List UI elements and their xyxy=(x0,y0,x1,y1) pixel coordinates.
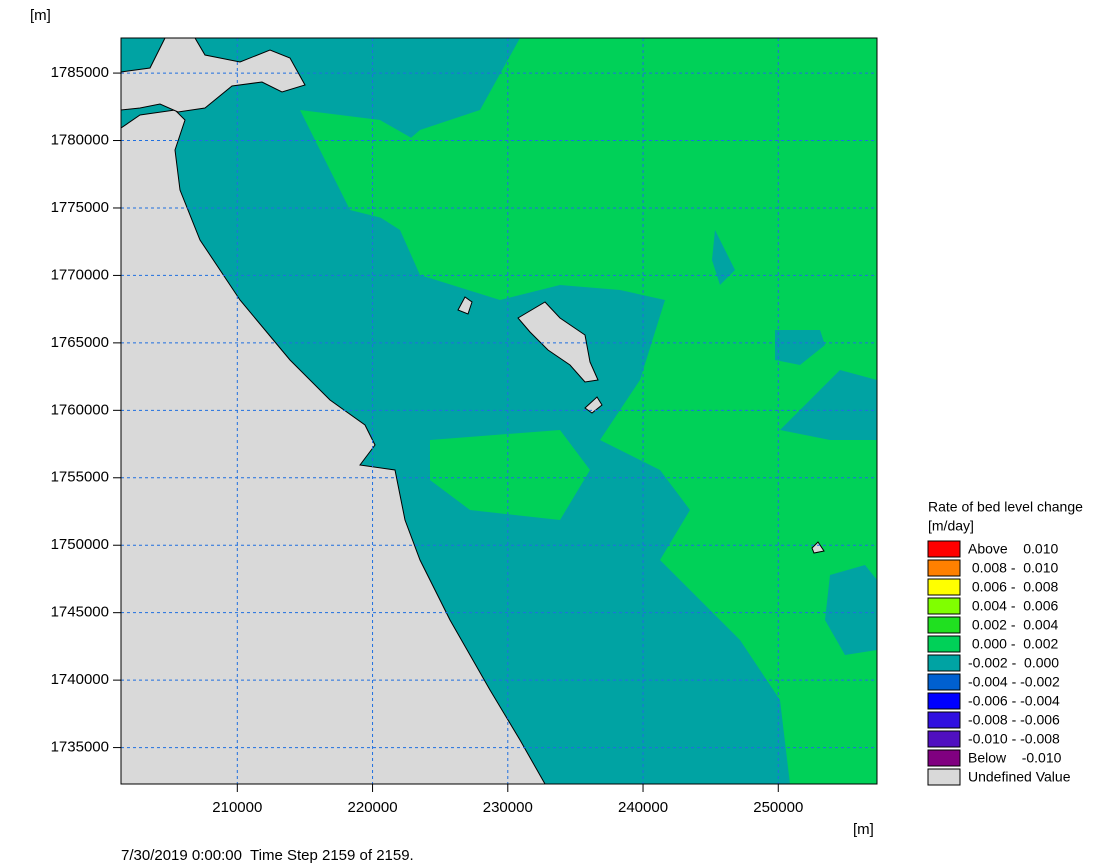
map-zone xyxy=(775,330,825,365)
map-zone xyxy=(825,565,877,655)
x-tick-label: 210000 xyxy=(212,799,262,816)
y-tick-label: 1785000 xyxy=(51,64,109,81)
legend-label: -0.008 - -0.006 xyxy=(968,712,1060,728)
legend-label: -0.002 - 0.000 xyxy=(968,655,1059,671)
y-tick-label: 1750000 xyxy=(51,536,109,553)
map-zone xyxy=(430,430,590,520)
land xyxy=(811,541,825,554)
y-unit: [m] xyxy=(30,7,51,24)
y-tick-label: 1745000 xyxy=(51,604,109,621)
legend-label: Below -0.010 xyxy=(968,750,1062,766)
legend-swatch xyxy=(927,635,961,653)
land xyxy=(121,109,546,784)
legend-label: Undefined Value xyxy=(968,769,1071,785)
legend-swatch xyxy=(927,711,961,729)
legend: Rate of bed level change [m/day] Above 0… xyxy=(927,499,1083,786)
y-tick-label: 1735000 xyxy=(51,739,109,756)
legend-unit: [m/day] xyxy=(928,518,974,534)
legend-swatch xyxy=(927,730,961,748)
land xyxy=(517,301,599,383)
y-tick-label: 1760000 xyxy=(51,401,109,418)
legend-swatch xyxy=(927,692,961,710)
y-tick-label: 1755000 xyxy=(51,469,109,486)
map xyxy=(121,38,877,784)
y-tick-label: 1780000 xyxy=(51,131,109,148)
land xyxy=(121,38,306,113)
legend-swatch xyxy=(927,559,961,577)
x-tick-label: 250000 xyxy=(753,799,803,816)
plot-frame xyxy=(120,37,878,785)
map-zone xyxy=(712,230,735,285)
legend-swatch xyxy=(927,768,961,786)
land xyxy=(584,396,603,414)
land xyxy=(457,296,473,315)
legend-swatch xyxy=(927,616,961,634)
legend-label: 0.008 - 0.010 xyxy=(968,560,1059,576)
y-tick-label: 1775000 xyxy=(51,199,109,216)
legend-label: -0.004 - -0.002 xyxy=(968,674,1060,690)
grid xyxy=(121,38,877,784)
legend-swatch xyxy=(927,654,961,672)
x-tick-label: 240000 xyxy=(618,799,668,816)
y-tick-label: 1770000 xyxy=(51,266,109,283)
legend-title: Rate of bed level change xyxy=(928,499,1083,515)
legend-swatch xyxy=(927,749,961,767)
status-text: 7/30/2019 0:00:00 Time Step 2159 of 2159… xyxy=(121,847,414,864)
map-zone xyxy=(300,110,470,230)
legend-swatch xyxy=(927,673,961,691)
x-tick-label: 220000 xyxy=(348,799,398,816)
x-tick-label: 230000 xyxy=(483,799,533,816)
y-tick-label: 1765000 xyxy=(51,334,109,351)
legend-swatch xyxy=(927,597,961,615)
legend-label: 0.004 - 0.006 xyxy=(968,598,1059,614)
legend-label: 0.006 - 0.008 xyxy=(968,579,1059,595)
map-zone xyxy=(780,370,877,440)
legend-label: 0.000 - 0.002 xyxy=(968,636,1059,652)
legend-swatch xyxy=(927,578,961,596)
legend-label: Above 0.010 xyxy=(968,541,1059,557)
legend-label: 0.002 - 0.004 xyxy=(968,617,1059,633)
legend-label: -0.010 - -0.008 xyxy=(968,731,1060,747)
legend-label: -0.006 - -0.004 xyxy=(968,693,1060,709)
y-tick-label: 1740000 xyxy=(51,671,109,688)
x-unit: [m] xyxy=(853,821,874,838)
legend-swatch xyxy=(927,540,961,558)
